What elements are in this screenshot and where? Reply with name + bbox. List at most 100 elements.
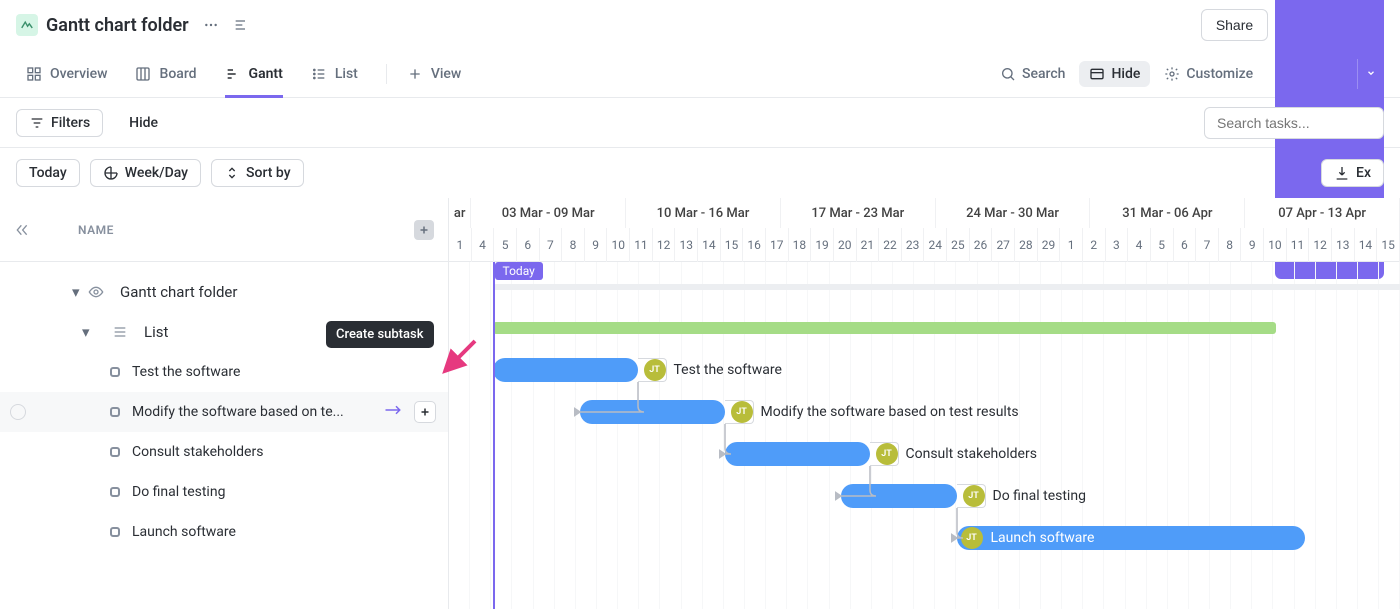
day-header: 9 xyxy=(1241,228,1264,262)
task-row[interactable]: Modify the software based on te... xyxy=(0,392,448,432)
search-tasks-input[interactable] xyxy=(1204,107,1384,139)
list-node-icon xyxy=(112,324,136,340)
day-header: 9 xyxy=(585,228,608,262)
tab-label: Overview xyxy=(50,66,107,82)
day-header: 4 xyxy=(1128,228,1151,262)
grid-column xyxy=(999,262,1020,609)
today-line xyxy=(493,262,495,609)
day-header: 12 xyxy=(653,228,676,262)
share-button[interactable]: Share xyxy=(1201,9,1268,41)
label: Week/Day xyxy=(125,165,188,181)
create-subtask-button[interactable] xyxy=(414,401,436,423)
grid-column xyxy=(956,262,977,609)
grid-column xyxy=(512,262,533,609)
status-icon xyxy=(110,527,120,537)
day-header: 22 xyxy=(879,228,902,262)
task-row[interactable]: Test the software xyxy=(0,352,448,392)
bar-text: Launch software xyxy=(991,530,1095,546)
grid-column xyxy=(1358,262,1379,609)
tab-list[interactable]: List xyxy=(311,50,358,98)
grid-column xyxy=(449,262,470,609)
grid-column xyxy=(1231,262,1252,609)
hide-toggle[interactable]: Hide xyxy=(117,110,170,136)
grid-column xyxy=(1041,262,1062,609)
label: Customize xyxy=(1186,66,1253,82)
grid-column xyxy=(682,262,703,609)
day-header: 8 xyxy=(1219,228,1242,262)
folder-node-icon xyxy=(88,284,112,300)
grid-column xyxy=(935,262,956,609)
tab-board[interactable]: Board xyxy=(135,50,196,98)
tab-gantt[interactable]: Gantt xyxy=(225,50,283,98)
dependency-line xyxy=(719,418,739,468)
filters-button[interactable]: Filters xyxy=(16,109,103,137)
status-icon xyxy=(110,447,120,457)
collapse-panel-icon[interactable] xyxy=(14,222,30,238)
day-header: 11 xyxy=(1287,228,1310,262)
week-header: 03 Mar - 09 Mar xyxy=(471,198,626,228)
add-column-button[interactable] xyxy=(414,220,434,240)
add-view-button[interactable]: View xyxy=(407,50,462,98)
grid-column xyxy=(597,262,618,609)
grid-column xyxy=(808,262,829,609)
day-header: 14 xyxy=(1355,228,1378,262)
dependency-line xyxy=(574,376,652,426)
more-icon[interactable] xyxy=(203,17,219,33)
today-button[interactable]: Today xyxy=(16,159,80,187)
label: Sort by xyxy=(246,165,291,181)
sort-button[interactable]: Sort by xyxy=(211,159,304,187)
day-header: 27 xyxy=(992,228,1015,262)
add-task-dropdown[interactable] xyxy=(1357,59,1384,89)
tab-label: Board xyxy=(159,66,196,82)
label: Hide xyxy=(1111,66,1140,82)
zoom-button[interactable]: Week/Day xyxy=(90,159,201,187)
task-row[interactable]: Do final testing xyxy=(0,472,448,512)
folder-label: Gantt chart folder xyxy=(120,283,237,301)
day-header: 13 xyxy=(675,228,698,262)
week-header: 10 Mar - 16 Mar xyxy=(626,198,781,228)
customize-button[interactable]: Customize xyxy=(1154,61,1263,87)
group-summary-bar[interactable] xyxy=(493,322,1276,334)
day-header: 1 xyxy=(1060,228,1083,262)
grid-column xyxy=(766,262,787,609)
timeline-scrollbar[interactable] xyxy=(493,284,1400,290)
task-row[interactable]: Consult stakeholders xyxy=(0,432,448,472)
hide-button[interactable]: Hide xyxy=(1079,61,1150,87)
task-label: Consult stakeholders xyxy=(132,444,263,460)
grid-column xyxy=(830,262,851,609)
day-header: 5 xyxy=(494,228,517,262)
label: Filters xyxy=(51,115,90,131)
day-header: 10 xyxy=(1264,228,1287,262)
task-checkbox[interactable] xyxy=(10,404,26,420)
grid-column xyxy=(1295,262,1316,609)
gantt-bar-label: JTDo final testing xyxy=(963,485,1086,507)
tab-label: List xyxy=(335,66,358,82)
export-button[interactable]: Ex xyxy=(1321,159,1384,187)
tree-folder[interactable]: ▾ Gantt chart folder xyxy=(0,272,448,312)
collapse-sidebar-icon[interactable] xyxy=(233,17,249,33)
grid-column xyxy=(893,262,914,609)
grid-column xyxy=(639,262,660,609)
day-header: 5 xyxy=(1151,228,1174,262)
page-title: Gantt chart folder xyxy=(46,15,189,36)
day-header: 12 xyxy=(1309,228,1332,262)
task-label: Modify the software based on te... xyxy=(132,404,344,420)
grid-column xyxy=(470,262,491,609)
week-header: 17 Mar - 23 Mar xyxy=(781,198,936,228)
label: Today xyxy=(29,165,67,181)
day-header: 14 xyxy=(698,228,721,262)
task-row[interactable]: Launch software xyxy=(0,512,448,552)
grid-column xyxy=(1168,262,1189,609)
tab-overview[interactable]: Overview xyxy=(26,50,107,98)
create-subtask-tooltip: Create subtask xyxy=(326,321,434,348)
search-button[interactable]: Search xyxy=(990,61,1075,87)
status-icon xyxy=(110,407,120,417)
bar-text: Consult stakeholders xyxy=(906,446,1037,462)
gantt-bar-label: JTLaunch software xyxy=(961,527,1095,549)
day-header: 4 xyxy=(472,228,495,262)
grid-column xyxy=(914,262,935,609)
grid-column xyxy=(1379,262,1400,609)
task-label: Launch software xyxy=(132,524,236,540)
open-task-icon[interactable] xyxy=(384,403,402,421)
separator xyxy=(386,64,387,84)
